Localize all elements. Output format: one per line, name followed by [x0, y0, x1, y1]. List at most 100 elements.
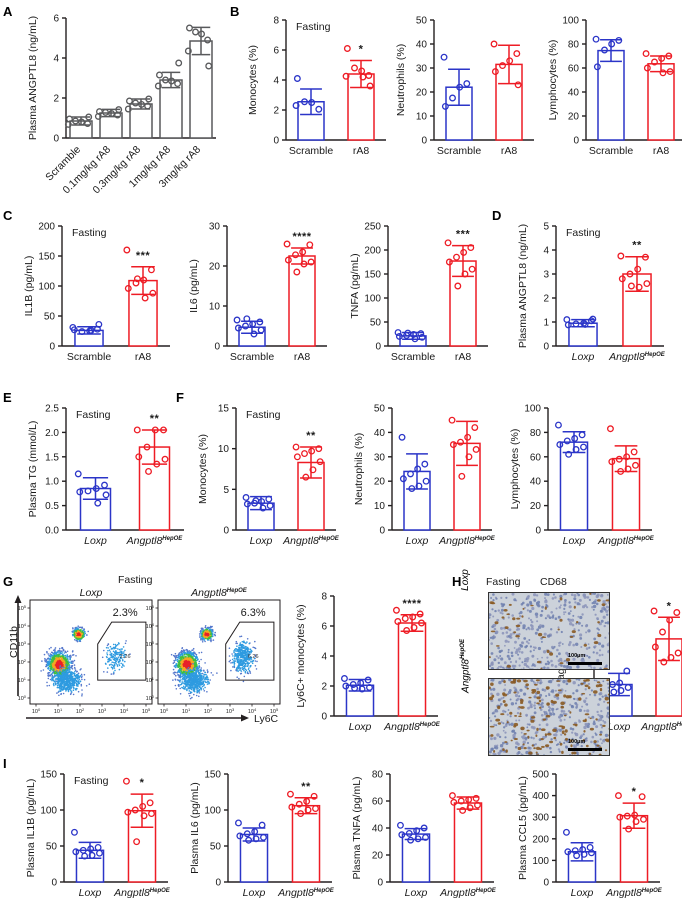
flow-event — [72, 662, 74, 664]
flow-event — [68, 691, 70, 693]
y-tick-label: 60 — [568, 64, 580, 75]
flow-event — [112, 648, 114, 650]
data-point — [399, 434, 405, 440]
flow-event — [63, 667, 65, 669]
significance-marker: * — [359, 44, 364, 56]
y-axis-label: IL6 (pg/mL) — [188, 259, 200, 313]
y-axis-label: Plasma ANGPTL8 (ng/mL) — [27, 16, 39, 140]
y-axis-label: Ly6C+ monocytes (%) — [295, 604, 307, 707]
flow-event — [44, 654, 46, 656]
significance-marker: **** — [402, 598, 421, 610]
bar-group — [445, 240, 476, 346]
significance-marker: **** — [292, 231, 311, 243]
flow-event — [80, 630, 82, 632]
flow-event — [195, 680, 197, 682]
flow-event — [199, 679, 201, 681]
flow-event — [206, 630, 208, 632]
flow-event — [105, 663, 107, 665]
flow-event — [63, 671, 65, 673]
flow-event — [181, 672, 183, 674]
data-point — [441, 54, 447, 60]
flow-event — [200, 667, 202, 669]
flow-event — [63, 686, 65, 688]
flow-event — [57, 659, 59, 661]
flow-event — [73, 684, 75, 686]
flow-event — [240, 648, 242, 650]
y-tick-label: 150 — [40, 770, 57, 781]
flow-event — [64, 679, 66, 681]
flow-event — [208, 634, 210, 636]
flow-event — [70, 658, 72, 660]
flow-event — [173, 669, 175, 671]
flow-event — [44, 658, 46, 660]
flow-event — [74, 672, 76, 674]
flow-event — [125, 643, 127, 645]
flow-event — [48, 668, 50, 670]
flow-event — [174, 672, 176, 674]
flow-event — [111, 654, 113, 656]
flow-event — [53, 668, 55, 670]
y-axis-label: Plasma TNFA (pg/mL) — [351, 776, 363, 879]
flow-event — [46, 661, 48, 663]
flow-event — [76, 631, 78, 633]
category-label-angptl8-hepoe: Angptl8HepOE — [438, 535, 496, 547]
flow-event — [115, 644, 117, 646]
flow-event — [69, 669, 71, 671]
flow-event — [67, 672, 69, 674]
flow-event — [63, 650, 65, 652]
flow-event — [196, 655, 198, 657]
flow-event — [192, 678, 194, 680]
flow-event — [186, 652, 188, 654]
y-tick-label: 6 — [53, 14, 59, 25]
data-point — [284, 241, 290, 247]
flow-event — [206, 691, 208, 693]
flow-event — [124, 650, 126, 652]
flow-event — [49, 648, 51, 650]
flow-event — [56, 657, 58, 659]
bar — [560, 442, 587, 530]
flow-event — [117, 648, 119, 650]
flow-event — [80, 636, 82, 638]
y-tick-label: 60 — [530, 452, 542, 463]
flow-event — [68, 664, 70, 666]
flow-event — [74, 671, 76, 673]
y-axis-label: Plasma ANGPTL8 (ng/mL) — [517, 224, 529, 348]
plot-condition-title: Fasting — [566, 227, 601, 239]
flow-event — [49, 685, 51, 687]
data-point — [176, 60, 182, 66]
flow-event — [113, 644, 115, 646]
flow-event — [185, 658, 187, 660]
flow-event — [61, 686, 63, 688]
y-tick-label: 2.0 — [45, 428, 59, 439]
data-point — [124, 247, 130, 253]
flow-event — [81, 689, 83, 691]
category-label-angptl8-hepoe: Angptl8HepOE — [605, 887, 663, 899]
flow-event — [59, 650, 61, 652]
flow-event — [204, 674, 206, 676]
flow-event — [87, 631, 89, 633]
flow-event — [55, 684, 57, 686]
flow-event — [69, 688, 71, 690]
flow-event — [194, 689, 196, 691]
flow-event — [249, 643, 251, 645]
flow-x-tick-label: 100 — [32, 707, 41, 715]
flow-event — [78, 675, 80, 677]
y-tick-label: 0 — [321, 712, 327, 723]
flow-event — [60, 676, 62, 678]
flow-event — [204, 662, 206, 664]
bar-group — [398, 823, 430, 883]
flow-event — [77, 625, 79, 627]
flow-event — [52, 661, 54, 663]
y-tick-label: 0 — [215, 878, 221, 889]
data-point — [608, 426, 614, 432]
flow-event — [65, 690, 67, 692]
bar-group — [243, 495, 274, 530]
flow-event — [63, 669, 65, 671]
flow-event — [103, 671, 105, 673]
flow-event — [176, 656, 178, 658]
category-label-angptl8-hepoe: Angptl8HepOE — [277, 887, 335, 899]
